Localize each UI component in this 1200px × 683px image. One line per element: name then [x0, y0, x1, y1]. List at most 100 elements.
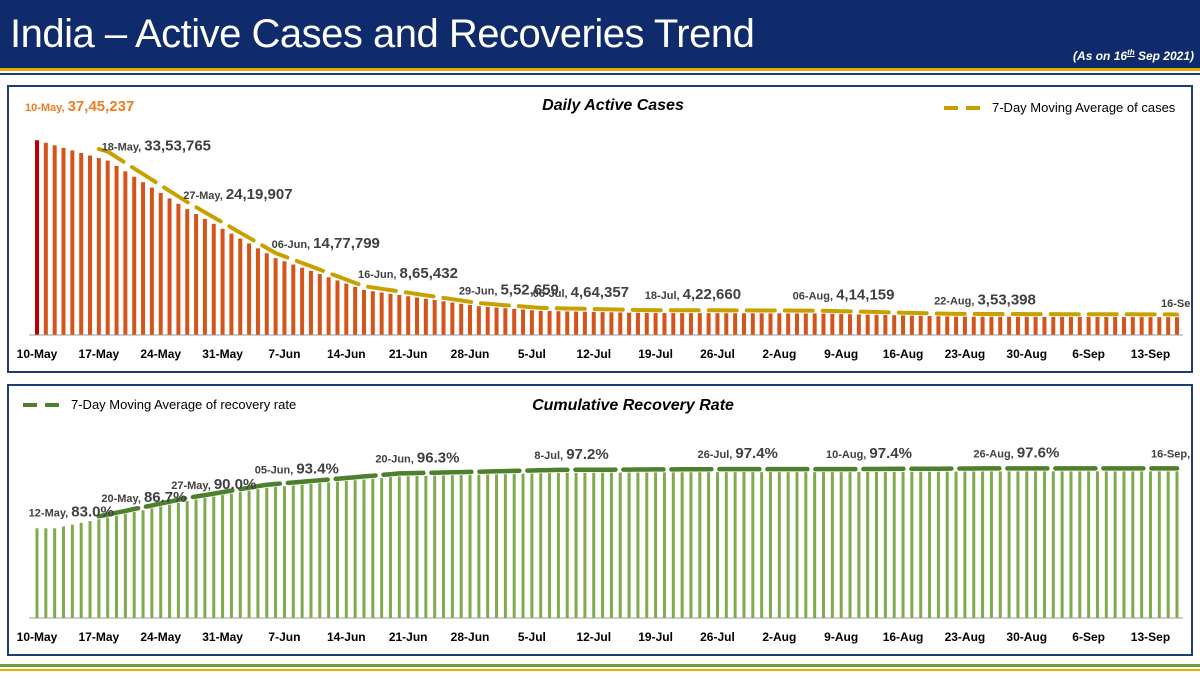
x-tick-label: 23-Aug: [945, 630, 986, 644]
recovery-bar: [1175, 471, 1179, 618]
active-bar: [618, 312, 623, 335]
active-bar: [220, 228, 225, 335]
recovery-bar: [512, 473, 516, 618]
moving-average-line: [96, 466, 1180, 519]
recovery-bar: [1087, 471, 1091, 618]
recovery-bar: [70, 524, 74, 618]
active-cases-panel: Daily Active Cases 7-Day Moving Average o…: [7, 85, 1200, 373]
header-stripe-blue: [0, 73, 1200, 75]
active-bar: [980, 316, 985, 335]
active-bar: [388, 293, 393, 335]
active-bar: [521, 309, 526, 335]
active-bar: [397, 295, 402, 335]
recovery-bar: [875, 471, 879, 618]
data-label: 18-Jul, 4,22,660: [645, 286, 741, 303]
footer-stripe-green: [0, 664, 1200, 667]
active-bar: [423, 298, 428, 335]
x-tick-label: 31-May: [202, 347, 243, 361]
active-bar: [892, 315, 897, 335]
active-bar: [733, 313, 738, 335]
recovery-bar: [291, 485, 295, 618]
x-tick-label: 7-Jun: [268, 347, 300, 361]
active-bar: [635, 312, 640, 335]
recovery-bar: [1042, 471, 1046, 618]
recovery-bar: [989, 471, 993, 618]
data-label: 16-Sep, 97.6%: [1151, 444, 1191, 461]
recovery-bar: [44, 528, 48, 618]
recovery-bar: [963, 471, 967, 618]
data-label: 05-Jun, 93.4%: [255, 461, 339, 478]
x-tick-label: 13-Sep: [1131, 630, 1170, 644]
active-bar: [927, 316, 932, 335]
recovery-bar: [839, 472, 843, 618]
data-label: 8-Jul, 97.2%: [534, 446, 608, 463]
recovery-bar: [530, 473, 534, 618]
legend-label: 7-Day Moving Average of recovery rate: [71, 397, 296, 412]
recovery-bar: [910, 471, 914, 618]
data-label: 16-Jun, 8,65,432: [358, 265, 458, 282]
recovery-bar: [159, 506, 163, 618]
active-bar: [88, 155, 93, 335]
recovery-bar: [468, 474, 472, 618]
recovery-bar: [238, 492, 242, 618]
active-bar: [803, 313, 808, 335]
active-bar: [1042, 316, 1047, 335]
recovery-bar: [601, 472, 605, 618]
active-bar: [874, 314, 879, 335]
header-banner: India – Active Cases and Recoveries Tren…: [0, 0, 1200, 68]
recovery-bar: [733, 472, 737, 618]
recovery-bar: [928, 471, 932, 618]
active-bar: [839, 314, 844, 335]
x-tick-label: 26-Jul: [700, 347, 735, 361]
active-bar: [114, 165, 119, 335]
recovery-bar: [1148, 471, 1152, 618]
chart-title: Daily Active Cases: [542, 97, 684, 114]
recovery-bar: [1016, 471, 1020, 618]
recovery-bar: [901, 471, 905, 618]
recovery-bar: [88, 521, 92, 618]
active-bar: [1033, 316, 1038, 335]
active-bar: [918, 315, 923, 335]
recovery-bar: [698, 472, 702, 618]
active-bar: [317, 274, 322, 335]
active-bar: [1157, 317, 1162, 335]
active-bar: [856, 314, 861, 335]
recovery-bar: [556, 472, 560, 618]
recovery-rate-chart: Cumulative Recovery Rate 7-Day Moving Ave…: [17, 397, 1200, 644]
active-bar: [556, 311, 561, 335]
recovery-bar: [97, 519, 101, 618]
active-bar: [1130, 317, 1135, 335]
recovery-bar: [521, 473, 525, 618]
recovery-bar: [1166, 471, 1170, 618]
active-bar: [600, 312, 605, 335]
recovery-bar: [662, 472, 666, 618]
recovery-bar: [1140, 471, 1144, 618]
x-tick-label: 5-Jul: [518, 347, 546, 361]
x-tick-label: 21-Jun: [389, 630, 428, 644]
active-bar: [909, 315, 914, 335]
active-bar: [1113, 317, 1118, 335]
recovery-bar: [106, 517, 110, 618]
active-bar: [945, 316, 950, 335]
recovery-bar: [636, 472, 640, 618]
active-bar: [715, 313, 720, 335]
recovery-bar: [565, 472, 569, 618]
active-bar: [936, 316, 941, 335]
active-bar: [61, 147, 66, 335]
active-bar: [123, 171, 128, 335]
recovery-bar: [309, 483, 313, 618]
active-bar: [1060, 316, 1065, 335]
recovery-bar: [79, 522, 83, 618]
active-bar: [503, 308, 508, 335]
active-bar: [582, 311, 587, 335]
recovery-bar: [804, 472, 808, 618]
active-bar: [883, 315, 888, 335]
x-tick-label: 7-Jun: [268, 630, 300, 644]
recovery-bar: [141, 510, 145, 618]
active-bar: [680, 313, 685, 335]
active-bar: [777, 313, 782, 335]
active-cases-chart: Daily Active Cases 7-Day Moving Average o…: [17, 97, 1200, 361]
x-tick-label: 13-Sep: [1131, 347, 1170, 361]
recovery-bar: [1095, 471, 1099, 618]
recovery-bar: [981, 471, 985, 618]
